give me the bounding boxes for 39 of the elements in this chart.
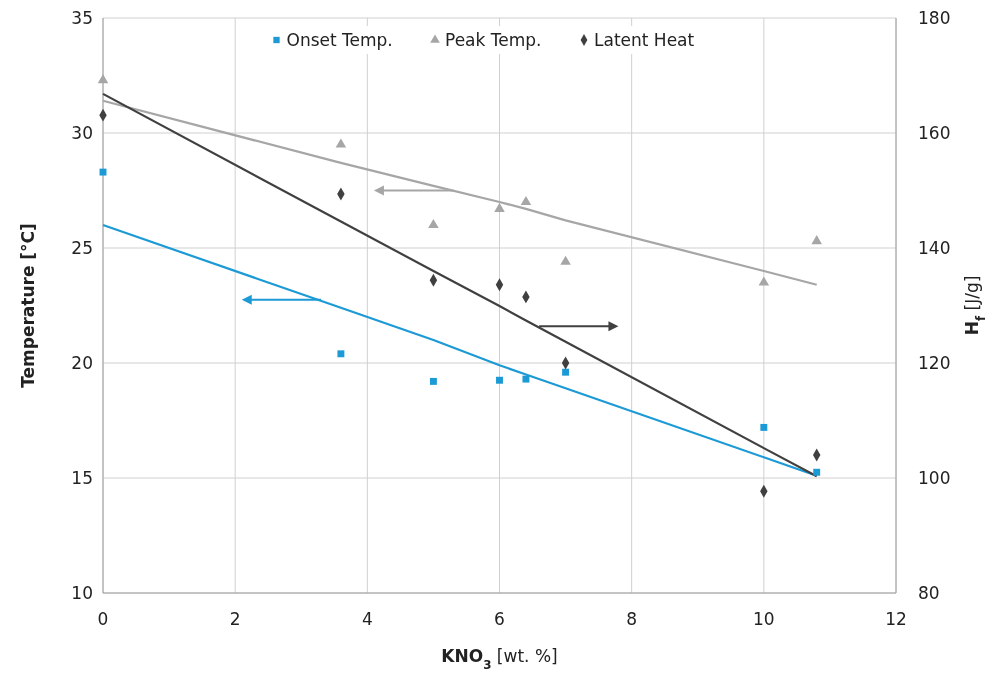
legend-label: Latent Heat <box>594 29 695 50</box>
y2-tick-label: 120 <box>918 352 951 373</box>
y2-tick-label: 160 <box>918 122 951 143</box>
point <box>496 376 503 384</box>
y2-tick-label: 180 <box>918 7 951 28</box>
legend-label: Onset Temp. <box>286 29 393 50</box>
point <box>335 138 347 148</box>
y-tick-label: 20 <box>71 352 93 373</box>
point <box>560 255 571 265</box>
legend-label: Peak Temp. <box>445 29 542 50</box>
y-tick-label: 25 <box>71 237 93 258</box>
point <box>758 276 770 286</box>
point <box>522 375 530 383</box>
y-tick-label: 15 <box>71 467 93 488</box>
x-tick-label: 4 <box>361 609 373 629</box>
point <box>562 368 570 376</box>
x-tick-label: 10 <box>753 609 775 629</box>
x-tick-label: 12 <box>885 609 907 629</box>
y2-tick-label: 100 <box>918 467 951 488</box>
point <box>494 202 505 212</box>
y2-tick-label: 80 <box>918 582 940 603</box>
x-axis-title: KNO$_{3}$ [wt. %] <box>441 646 558 672</box>
point <box>337 350 345 358</box>
y-axis-title: Temperature [°C] <box>18 223 38 388</box>
y-tick-label: 35 <box>71 7 93 28</box>
y-tick-label: 30 <box>71 122 93 143</box>
x-tick-label: 6 <box>494 609 505 629</box>
point <box>428 218 439 229</box>
x-tick-label: 8 <box>626 609 638 629</box>
x-tick-label: 2 <box>229 609 241 629</box>
point <box>811 235 822 245</box>
point <box>520 195 532 206</box>
point <box>760 423 768 431</box>
y2-tick-label: 140 <box>918 237 951 258</box>
x-tick-label: 0 <box>97 609 109 629</box>
point <box>813 468 821 476</box>
y-tick-label: 10 <box>71 582 93 603</box>
point <box>429 377 437 385</box>
point <box>97 74 109 84</box>
